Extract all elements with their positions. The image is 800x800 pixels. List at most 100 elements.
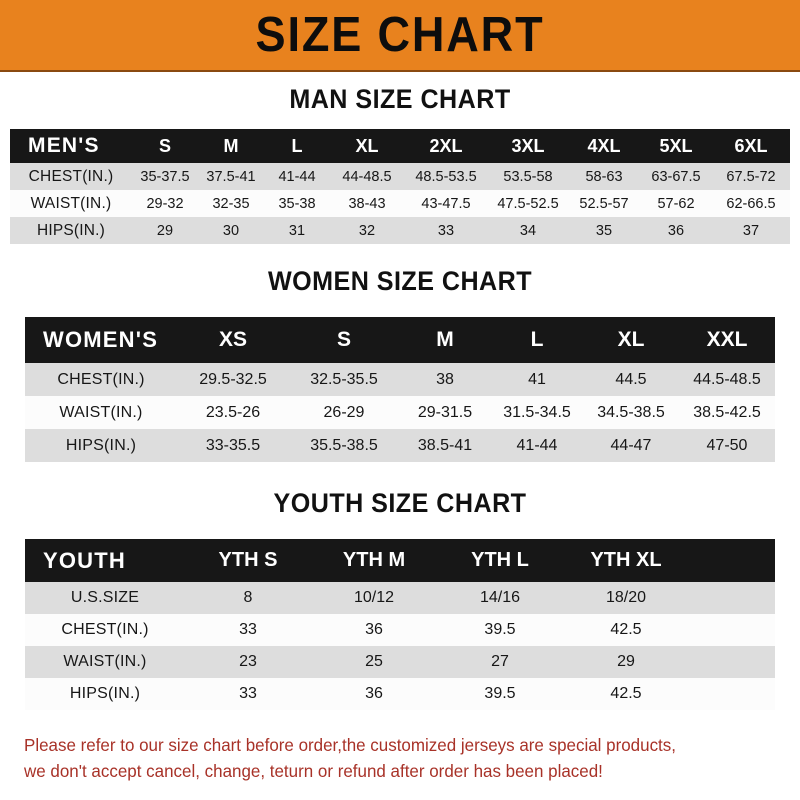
women-cell-1-5: 38.5-42.5 bbox=[693, 403, 761, 421]
men-cell-0-4: 48.5-53.5 bbox=[415, 168, 477, 185]
table-row: WAIST(IN.) 29-32 32-35 35-38 38-43 43-47… bbox=[10, 190, 790, 217]
men-cell-1-1: 32-35 bbox=[212, 195, 250, 212]
men-row-2-label: HIPS(IN.) bbox=[36, 221, 106, 239]
men-cell-0-3: 44-48.5 bbox=[342, 168, 392, 185]
women-cell-1-0: 23.5-26 bbox=[205, 403, 261, 421]
men-row-0-label: CHEST(IN.) bbox=[28, 167, 114, 185]
youth-header-filler bbox=[689, 539, 775, 582]
men-cell-2-7: 36 bbox=[667, 222, 685, 239]
women-row-2-label: HIPS(IN.) bbox=[65, 436, 137, 454]
men-col-4: 2XL bbox=[429, 135, 463, 156]
youth-cell-2-2: 27 bbox=[491, 653, 509, 670]
youth-cell-2-0: 23 bbox=[239, 653, 257, 670]
men-cell-2-6: 35 bbox=[595, 222, 613, 239]
youth-cell-1-0: 33 bbox=[239, 621, 257, 638]
youth-row-1-label: CHEST(IN.) bbox=[61, 621, 149, 638]
youth-row-0-label: U.S.SIZE bbox=[70, 589, 140, 606]
men-cell-2-2: 31 bbox=[288, 222, 306, 239]
women-cell-2-0: 33-35.5 bbox=[205, 436, 261, 454]
men-cell-0-6: 58-63 bbox=[585, 168, 623, 185]
men-corner-label: MEN'S bbox=[28, 134, 100, 157]
youth-row-2-filler bbox=[689, 646, 775, 678]
men-size-table: MEN'S S M L XL 2XL 3XL 4XL 5XL 6XL CHEST… bbox=[10, 129, 790, 244]
page-title: SIZE CHART bbox=[255, 7, 545, 62]
youth-cell-1-1: 36 bbox=[365, 621, 383, 638]
youth-header-row: YOUTH YTH S YTH M YTH L YTH XL bbox=[25, 539, 775, 582]
women-cell-2-2: 38.5-41 bbox=[417, 436, 473, 454]
youth-cell-1-2: 39.5 bbox=[484, 621, 516, 638]
women-cell-0-3: 41 bbox=[528, 370, 546, 388]
women-size-table: WOMEN'S XS S M L XL XXL CHEST(IN.) 29.5-… bbox=[25, 317, 775, 462]
men-cell-2-5: 34 bbox=[519, 222, 537, 239]
youth-row-3-label: HIPS(IN.) bbox=[69, 685, 141, 702]
men-cell-2-0: 29 bbox=[156, 222, 174, 239]
men-cell-1-2: 35-38 bbox=[278, 195, 316, 212]
women-row-0-label: CHEST(IN.) bbox=[57, 370, 145, 388]
women-size-section: WOMEN SIZE CHART WOMEN'S XS S M L XL XXL… bbox=[0, 244, 800, 462]
men-cell-0-7: 63-67.5 bbox=[651, 168, 701, 185]
youth-row-2-label: WAIST(IN.) bbox=[63, 653, 147, 670]
youth-cell-0-0: 8 bbox=[243, 589, 253, 606]
order-policy-line-2: we don't accept cancel, change, teturn o… bbox=[24, 761, 603, 781]
youth-cell-3-1: 36 bbox=[365, 685, 383, 702]
women-cell-1-3: 31.5-34.5 bbox=[503, 403, 571, 421]
table-row: HIPS(IN.) 29 30 31 32 33 34 35 36 37 bbox=[10, 217, 790, 244]
women-cell-0-0: 29.5-32.5 bbox=[199, 370, 267, 388]
men-col-6: 4XL bbox=[587, 135, 621, 156]
youth-row-0-filler bbox=[689, 582, 775, 614]
page-banner: SIZE CHART bbox=[0, 0, 800, 72]
men-cell-1-5: 47.5-52.5 bbox=[497, 195, 559, 212]
youth-size-section: YOUTH SIZE CHART YOUTH YTH S YTH M YTH L… bbox=[0, 462, 800, 710]
youth-cell-3-0: 33 bbox=[239, 685, 257, 702]
table-row: WAIST(IN.) 23 25 27 29 bbox=[25, 646, 775, 678]
youth-corner-label: YOUTH bbox=[43, 547, 126, 573]
women-cell-1-2: 29-31.5 bbox=[417, 403, 473, 421]
women-col-3: L bbox=[530, 328, 544, 351]
women-col-1: S bbox=[336, 328, 351, 351]
men-cell-1-8: 62-66.5 bbox=[726, 195, 776, 212]
men-cell-1-6: 52.5-57 bbox=[579, 195, 629, 212]
women-corner-label: WOMEN'S bbox=[43, 327, 159, 352]
men-col-1: M bbox=[223, 135, 239, 156]
women-row-1-label: WAIST(IN.) bbox=[59, 403, 143, 421]
youth-cell-3-3: 42.5 bbox=[610, 685, 642, 702]
youth-col-0: YTH S bbox=[218, 549, 278, 571]
youth-size-table: YOUTH YTH S YTH M YTH L YTH XL U.S.SIZE … bbox=[25, 539, 775, 710]
table-row: HIPS(IN.) 33-35.5 35.5-38.5 38.5-41 41-4… bbox=[25, 429, 775, 462]
women-header-row: WOMEN'S XS S M L XL XXL bbox=[25, 317, 775, 363]
table-row: CHEST(IN.) 29.5-32.5 32.5-35.5 38 41 44.… bbox=[25, 363, 775, 396]
men-col-0: S bbox=[158, 135, 171, 156]
table-row: HIPS(IN.) 33 36 39.5 42.5 bbox=[25, 678, 775, 710]
men-cell-0-8: 67.5-72 bbox=[726, 168, 776, 185]
men-col-8: 6XL bbox=[734, 135, 768, 156]
men-cell-1-4: 43-47.5 bbox=[421, 195, 471, 212]
youth-cell-0-1: 10/12 bbox=[353, 589, 395, 606]
women-cell-2-1: 35.5-38.5 bbox=[310, 436, 378, 454]
men-row-1-label: WAIST(IN.) bbox=[30, 194, 112, 212]
men-cell-2-1: 30 bbox=[222, 222, 240, 239]
youth-cell-2-3: 29 bbox=[617, 653, 635, 670]
table-row: U.S.SIZE 8 10/12 14/16 18/20 bbox=[25, 582, 775, 614]
men-cell-0-5: 53.5-58 bbox=[503, 168, 553, 185]
youth-col-2: YTH L bbox=[471, 549, 529, 571]
men-cell-2-3: 32 bbox=[358, 222, 376, 239]
men-header-row: MEN'S S M L XL 2XL 3XL 4XL 5XL 6XL bbox=[10, 129, 790, 163]
women-cell-0-5: 44.5-48.5 bbox=[693, 370, 761, 388]
women-cell-2-3: 41-44 bbox=[516, 436, 558, 454]
women-cell-1-1: 26-29 bbox=[323, 403, 365, 421]
women-col-0: XS bbox=[218, 328, 247, 351]
women-section-title: WOMEN SIZE CHART bbox=[267, 266, 533, 296]
youth-cell-0-2: 14/16 bbox=[479, 589, 521, 606]
youth-col-3: YTH XL bbox=[590, 549, 662, 571]
youth-cell-0-3: 18/20 bbox=[605, 589, 647, 606]
youth-row-3-filler bbox=[689, 678, 775, 710]
youth-cell-2-1: 25 bbox=[365, 653, 383, 670]
women-col-4: XL bbox=[617, 328, 645, 351]
men-cell-0-1: 37.5-41 bbox=[206, 168, 256, 185]
youth-row-1-filler bbox=[689, 614, 775, 646]
men-col-3: XL bbox=[355, 135, 379, 156]
men-cell-2-8: 37 bbox=[742, 222, 760, 239]
order-policy-note: Please refer to our size chart before or… bbox=[24, 710, 753, 784]
men-cell-0-2: 41-44 bbox=[278, 168, 316, 185]
men-col-5: 3XL bbox=[511, 135, 545, 156]
